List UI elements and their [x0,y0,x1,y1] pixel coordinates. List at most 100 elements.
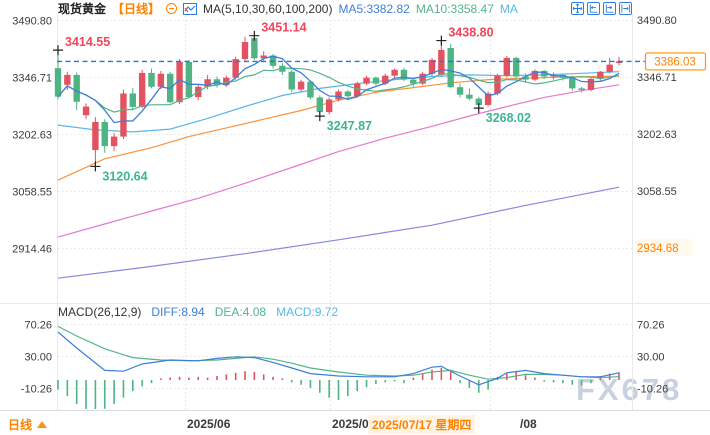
timeframe-label: 日线 [8,418,33,432]
candle [503,57,510,76]
candle [354,83,361,97]
date-label-june: 2025/06 [187,417,231,431]
axis-label: 2914.46 [12,244,52,256]
ma-params-label: MA(5,10,30,60,100,200) [203,1,333,16]
timeframe-button[interactable]: 日线 [8,416,48,433]
candle [129,93,136,107]
diff-line [57,331,620,386]
price-marker-cross [249,30,260,41]
ma5-line [57,55,620,124]
candle [204,79,211,87]
candle [522,76,529,80]
candle [587,78,595,90]
axis-label: -10.26 [637,384,668,396]
macd-value: MACD:9.72 [276,305,339,319]
axis-label: 3058.55 [12,187,52,199]
time-axis-bar: 日线 2025/06 2025/07 /08 2025/07/17 星期四 [0,410,710,435]
candle [82,106,90,116]
axis-label: 3202.63 [637,129,677,141]
candle [335,91,342,100]
current-price-value: 3386.03 [654,56,696,68]
candle [615,61,623,64]
axis-label: 30.00 [24,352,52,364]
candle [597,71,604,79]
candle [475,98,482,105]
axis-label: -10.26 [21,384,52,396]
axis-label: 3058.55 [637,186,677,198]
candle [185,61,193,98]
candle [260,55,267,59]
candle [372,77,380,84]
date-label-august: /08 [520,417,537,431]
candle [484,93,492,105]
candle [148,72,155,87]
candle [120,93,127,137]
axis-label: 3202.63 [12,130,52,142]
candle [382,75,389,84]
ma-more-value: MA [499,1,518,16]
candle [363,77,370,84]
candle [73,74,80,102]
axis-label: 2934.68 [637,243,679,255]
accent-label-chip [635,239,693,256]
candle [428,59,436,74]
candle [419,73,426,84]
ma100-line [57,84,620,238]
pan-chart-icon[interactable] [571,2,584,15]
swing-price-label: 3414.55 [65,35,110,49]
price-marker-cross [53,45,63,56]
candle [92,121,99,151]
candle [307,81,314,98]
candle [54,68,62,97]
candle [325,99,333,113]
candle [541,70,548,77]
candle [297,81,305,90]
candle [531,70,539,80]
candle [138,72,146,107]
swing-price-label: 3120.64 [102,169,147,183]
axis-label: 70.26 [24,320,52,332]
ma10-line [57,67,620,113]
chart-toolbar [571,2,632,15]
candle [400,69,408,80]
candle [447,48,454,88]
candle [391,69,398,76]
swing-price-label: 3451.14 [261,21,306,35]
candle [64,74,71,85]
shift-right-icon[interactable] [603,2,616,15]
candle [288,71,295,90]
swing-price-label: 3438.80 [448,26,493,40]
axis-label: 30.00 [637,352,665,364]
ma10-value: MA10:3358.47 [415,1,494,16]
swing-price-label: 3247.87 [327,119,372,133]
axis-label: 3490.80 [637,15,677,27]
jump-to-latest-icon[interactable] [619,2,632,15]
up-triangle-icon [37,421,48,428]
candle [578,88,585,90]
candle [569,77,576,89]
candle [241,42,249,60]
chart-header: 现货黄金 【日线】 MA(5,10,30,60,100,200) MA5:3382… [58,1,518,17]
diff-value: DIFF:8.94 [151,305,205,319]
shift-left-icon[interactable] [587,2,600,15]
candle [251,38,258,59]
candle [110,136,118,147]
price-marker-cross [314,111,325,122]
candle [223,77,230,86]
axis-label: 70.26 [637,320,665,332]
symbol-name: 现货黄金 [58,2,107,16]
price-marker-cross [90,161,101,172]
chart-style-icon[interactable] [183,2,198,15]
collapse-indicator-icon[interactable] [166,3,178,14]
candle [606,64,613,72]
axis-label: 3490.80 [12,16,52,28]
axis-label: 3346.71 [12,73,52,85]
swing-price-label: 3268.02 [486,111,531,125]
candle [456,87,464,95]
price-marker-cross [436,35,447,46]
ma5-value: MA5:3382.82 [338,1,410,16]
candle [344,91,352,97]
candle [410,79,417,84]
candle [512,57,520,77]
